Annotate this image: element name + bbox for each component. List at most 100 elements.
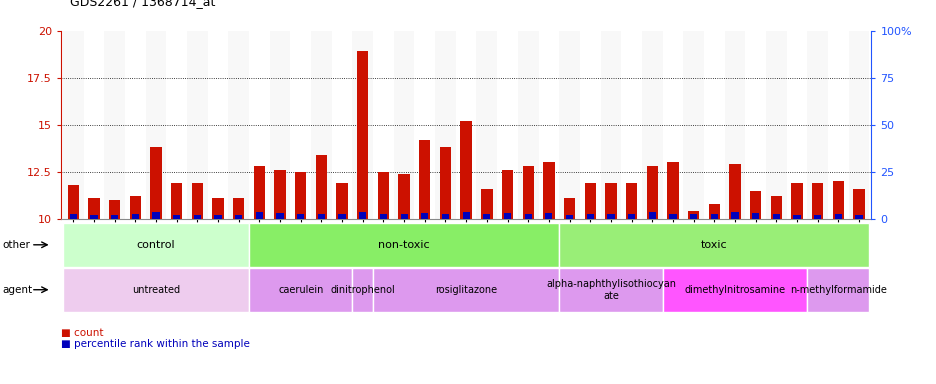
Bar — [233, 198, 244, 219]
Bar — [460, 121, 472, 219]
Bar — [173, 215, 180, 219]
Bar — [641, 31, 662, 219]
Bar — [249, 31, 270, 219]
Bar — [455, 31, 476, 219]
Bar — [418, 140, 430, 219]
Bar — [129, 196, 141, 219]
Bar — [855, 215, 862, 219]
Bar — [290, 31, 311, 219]
Bar — [357, 51, 368, 219]
Bar — [187, 31, 208, 219]
Text: agent: agent — [3, 285, 33, 295]
Bar — [543, 162, 554, 219]
Text: untreated: untreated — [132, 285, 180, 295]
Bar — [607, 214, 614, 219]
Bar — [793, 215, 799, 219]
Bar — [171, 183, 183, 219]
Bar — [132, 214, 139, 219]
Bar — [538, 31, 559, 219]
Text: non-toxic: non-toxic — [378, 240, 430, 250]
Bar — [579, 31, 600, 219]
Bar — [848, 31, 869, 219]
Text: GDS2261 / 1368714_at: GDS2261 / 1368714_at — [70, 0, 215, 8]
Bar — [270, 31, 290, 219]
Bar — [228, 31, 249, 219]
Bar — [377, 172, 388, 219]
Bar — [442, 214, 448, 219]
Bar — [379, 214, 387, 219]
Bar — [703, 31, 724, 219]
Bar — [765, 31, 786, 219]
Bar — [256, 212, 263, 219]
Text: rosiglitazone: rosiglitazone — [434, 285, 497, 295]
Bar — [832, 181, 843, 219]
Bar — [559, 31, 579, 219]
Bar — [88, 198, 99, 219]
Text: caerulein: caerulein — [278, 285, 323, 295]
Text: other: other — [3, 240, 31, 250]
Bar — [584, 183, 595, 219]
Bar — [621, 31, 641, 219]
Text: dinitrophenol: dinitrophenol — [330, 285, 395, 295]
Text: ■ percentile rank within the sample: ■ percentile rank within the sample — [61, 339, 250, 349]
Bar — [600, 31, 621, 219]
Bar — [67, 185, 79, 219]
Bar — [687, 211, 698, 219]
Bar — [565, 215, 573, 219]
Bar — [63, 31, 83, 219]
Bar — [749, 190, 760, 219]
Bar — [709, 214, 717, 219]
Bar — [480, 189, 492, 219]
Bar — [662, 31, 682, 219]
Text: control: control — [137, 240, 175, 250]
Bar — [646, 166, 657, 219]
Bar — [812, 183, 823, 219]
Bar — [668, 214, 676, 219]
Bar — [483, 214, 490, 219]
Bar — [627, 214, 635, 219]
Text: ■ count: ■ count — [61, 328, 103, 338]
Bar — [274, 170, 285, 219]
Bar — [586, 214, 593, 219]
Bar — [786, 31, 807, 219]
Bar — [744, 31, 765, 219]
Bar — [827, 31, 848, 219]
Bar — [689, 214, 696, 219]
Bar — [772, 214, 779, 219]
Bar — [153, 212, 159, 219]
Bar — [518, 31, 538, 219]
Bar — [276, 213, 284, 219]
Bar — [111, 215, 118, 219]
Bar — [400, 214, 407, 219]
Bar — [398, 174, 409, 219]
Bar — [352, 31, 373, 219]
Bar — [605, 183, 616, 219]
Bar — [497, 31, 518, 219]
Bar — [208, 31, 228, 219]
Bar — [167, 31, 187, 219]
Bar — [124, 31, 145, 219]
Text: dimethylnitrosamine: dimethylnitrosamine — [683, 285, 784, 295]
Bar — [373, 31, 393, 219]
Bar — [214, 215, 222, 219]
Bar — [462, 212, 469, 219]
Bar — [563, 198, 575, 219]
Bar — [315, 155, 327, 219]
Bar — [708, 204, 719, 219]
Bar — [476, 31, 497, 219]
Bar — [90, 215, 97, 219]
Bar — [317, 214, 325, 219]
Bar — [331, 31, 352, 219]
Bar — [194, 215, 200, 219]
Bar — [393, 31, 414, 219]
Text: alpha-naphthylisothiocyan
ate: alpha-naphthylisothiocyan ate — [546, 279, 675, 301]
Bar — [502, 170, 513, 219]
Bar — [648, 212, 655, 219]
Bar — [421, 213, 428, 219]
Bar — [853, 189, 864, 219]
Bar — [504, 213, 510, 219]
Bar — [358, 212, 366, 219]
Bar — [439, 147, 451, 219]
Bar — [254, 166, 265, 219]
Bar — [524, 214, 532, 219]
